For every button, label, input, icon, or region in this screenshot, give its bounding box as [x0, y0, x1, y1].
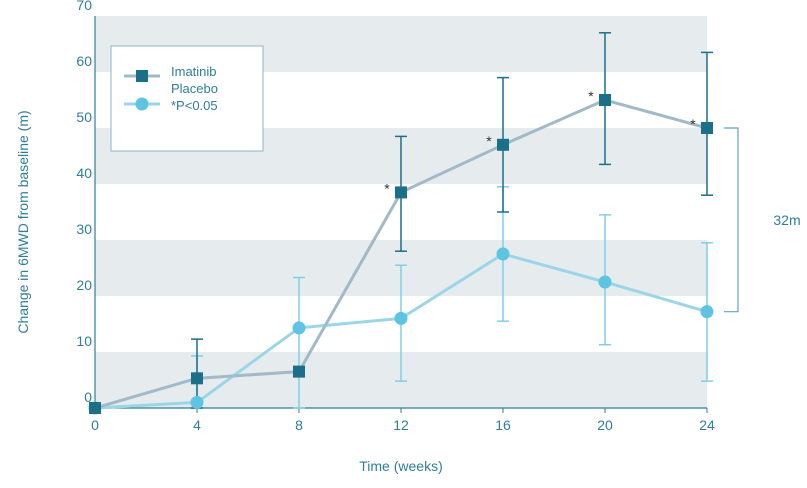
imatinib-point: [497, 138, 509, 151]
placebo-point: [598, 275, 612, 289]
placebo-point: [190, 395, 204, 409]
imatinib-point: [293, 365, 305, 378]
x-tick-label: 4: [193, 417, 201, 433]
x-tick-labels: 0 4 8 12 16 20 24: [91, 408, 715, 433]
placebo-point: [700, 305, 714, 319]
placebo-point: [496, 247, 510, 261]
significance-star: *: [690, 116, 696, 132]
imatinib-point: [89, 402, 101, 414]
legend-label-placebo: Placebo: [171, 81, 218, 96]
imatinib-point: [701, 122, 713, 134]
y-tick-label: 70: [76, 0, 92, 13]
legend-marker-imatinib: [136, 70, 148, 82]
y-tick-label: 0: [84, 389, 92, 405]
y-tick-label: 60: [76, 53, 92, 69]
x-tick-label: 20: [597, 417, 613, 433]
x-tick-label: 12: [393, 417, 409, 433]
x-tick-label: 0: [91, 417, 99, 433]
placebo-point: [292, 321, 306, 335]
significance-star: *: [486, 133, 492, 149]
x-tick-label: 24: [699, 417, 715, 433]
significance-star: *: [384, 180, 390, 196]
y-tick-label: 50: [76, 109, 92, 125]
imatinib-point: [191, 372, 203, 385]
legend-label-significance: *P<0.05: [171, 98, 218, 113]
imatinib-point: [395, 186, 407, 199]
series-layer: * * * *: [88, 32, 714, 415]
legend-label-imatinib: Imatinib: [171, 64, 217, 79]
x-axis-title: Time (weeks): [359, 458, 443, 474]
x-tick-label: 8: [295, 417, 303, 433]
legend-marker-placebo: [135, 97, 149, 111]
placebo-point: [394, 311, 408, 325]
y-tick-label: 40: [76, 165, 92, 181]
significance-star: *: [588, 88, 594, 104]
y-tick-label: 30: [76, 221, 92, 237]
legend-box: [110, 45, 264, 152]
difference-bracket: 32m: [724, 127, 801, 313]
imatinib-point: [599, 94, 611, 106]
y-tick-label: 20: [76, 277, 92, 293]
difference-bracket-line: [724, 127, 739, 313]
y-tick-label: 10: [76, 333, 92, 349]
legend: Imatinib Placebo *P<0.05: [110, 45, 264, 152]
y-tick-labels: 0 10 20 30 40 50 60 70: [76, 0, 92, 405]
x-tick-label: 16: [495, 417, 511, 433]
y-axis-title: Change in 6MWD from baseline (m): [15, 110, 31, 333]
difference-label: 32m: [773, 212, 800, 228]
